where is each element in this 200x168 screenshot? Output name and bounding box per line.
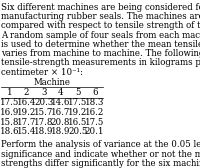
Text: 16.2: 16.2: [85, 108, 104, 117]
Text: 18.3: 18.3: [85, 98, 104, 107]
Text: 15.8: 15.8: [0, 118, 19, 127]
Text: 20.1: 20.1: [85, 128, 104, 136]
Text: 15.7: 15.7: [34, 108, 53, 117]
Text: 6: 6: [92, 88, 97, 97]
Text: tensile-strength measurements in kilograms per square: tensile-strength measurements in kilogra…: [1, 58, 200, 67]
Text: significance and indicate whether or not the mean tensile: significance and indicate whether or not…: [1, 150, 200, 159]
Text: varies from machine to machine. The following are the: varies from machine to machine. The foll…: [1, 49, 200, 58]
Text: manufacturing rubber seals. The machines are being: manufacturing rubber seals. The machines…: [1, 12, 200, 21]
Text: 18.9: 18.9: [51, 128, 70, 136]
Text: 5: 5: [75, 88, 80, 97]
Text: strengths differ significantly for the six machines.: strengths differ significantly for the s…: [1, 159, 200, 168]
Text: 19.2: 19.2: [68, 108, 87, 117]
Text: 20.8: 20.8: [51, 118, 70, 127]
Text: Machine: Machine: [34, 78, 71, 87]
Text: Perform the analysis of variance at the 0.05 level of: Perform the analysis of variance at the …: [1, 140, 200, 149]
Text: 20.5: 20.5: [68, 128, 87, 136]
Text: A random sample of four seals from each machine: A random sample of four seals from each …: [1, 31, 200, 39]
Text: 18.9: 18.9: [34, 128, 53, 136]
Text: 17.5: 17.5: [68, 98, 87, 107]
Text: 18.6: 18.6: [0, 128, 19, 136]
Text: Six different machines are being considered for use in: Six different machines are being conside…: [1, 3, 200, 12]
Text: 16.9: 16.9: [0, 108, 19, 117]
Text: 17.5: 17.5: [0, 98, 19, 107]
Text: centimeter × 10⁻¹:: centimeter × 10⁻¹:: [1, 68, 83, 77]
Text: 1: 1: [7, 88, 12, 97]
Text: is used to determine whether the mean tensile strength: is used to determine whether the mean te…: [1, 40, 200, 49]
Text: compared with respect to tensile strength of the product.: compared with respect to tensile strengt…: [1, 21, 200, 30]
Text: 17.8: 17.8: [34, 118, 53, 127]
Text: 3: 3: [41, 88, 46, 97]
Text: 14.6: 14.6: [51, 98, 70, 107]
Text: 4: 4: [58, 88, 63, 97]
Text: 20.3: 20.3: [34, 98, 53, 107]
Text: 17.5: 17.5: [85, 118, 104, 127]
Text: 16.5: 16.5: [68, 118, 87, 127]
Text: 17.7: 17.7: [17, 118, 36, 127]
Text: 16.7: 16.7: [51, 108, 70, 117]
Text: 16.4: 16.4: [17, 98, 36, 107]
Text: 19.2: 19.2: [17, 108, 36, 117]
Text: 15.4: 15.4: [17, 128, 36, 136]
Text: 2: 2: [24, 88, 29, 97]
